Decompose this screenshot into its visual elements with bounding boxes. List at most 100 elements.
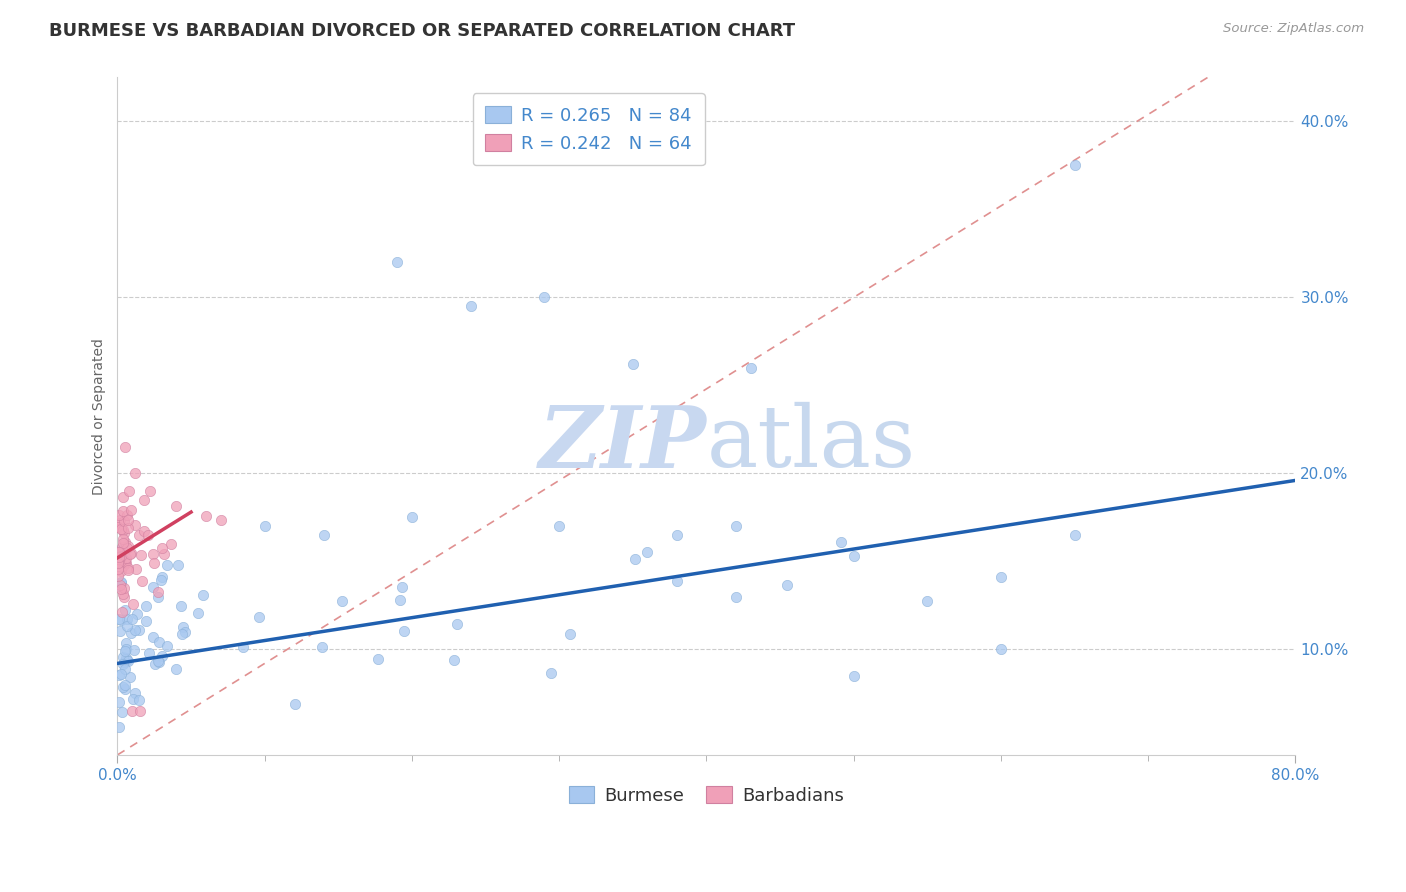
- Point: [139, 483, 162, 498]
- Point: [111, 558, 134, 573]
- Point: [112, 526, 135, 541]
- Point: [124, 467, 146, 481]
- Point: [108, 578, 131, 592]
- Point: [124, 517, 146, 532]
- Point: [312, 528, 335, 542]
- Point: [194, 509, 217, 524]
- Point: [117, 513, 139, 527]
- Point: [146, 585, 169, 599]
- Point: [148, 590, 170, 604]
- Point: [150, 541, 173, 555]
- Point: [110, 613, 132, 627]
- Point: [108, 579, 131, 593]
- Point: [150, 648, 173, 663]
- Point: [114, 555, 136, 569]
- Point: [330, 594, 353, 608]
- Point: [108, 720, 131, 734]
- Point: [558, 627, 581, 641]
- Y-axis label: Divorced or Separated: Divorced or Separated: [93, 338, 107, 494]
- Point: [108, 516, 131, 530]
- Point: [148, 654, 170, 668]
- Point: [110, 574, 132, 589]
- Point: [120, 625, 142, 640]
- Point: [115, 653, 138, 667]
- Point: [110, 666, 132, 681]
- Point: [124, 686, 146, 700]
- Point: [112, 533, 135, 547]
- Point: [117, 561, 139, 575]
- Point: [724, 590, 747, 604]
- Legend: Burmese, Barbadians: Burmese, Barbadians: [560, 777, 853, 814]
- Point: [388, 592, 411, 607]
- Text: BURMESE VS BARBADIAN DIVORCED OR SEPARATED CORRELATION CHART: BURMESE VS BARBADIAN DIVORCED OR SEPARAT…: [49, 22, 796, 40]
- Point: [110, 575, 132, 590]
- Point: [120, 503, 142, 517]
- Point: [156, 558, 179, 573]
- Point: [110, 549, 132, 563]
- Point: [107, 552, 129, 566]
- Point: [830, 534, 852, 549]
- Point: [111, 657, 134, 671]
- Point: [110, 513, 132, 527]
- Point: [117, 563, 139, 577]
- Point: [124, 623, 146, 637]
- Point: [111, 543, 134, 558]
- Point: [108, 549, 131, 564]
- Point: [135, 614, 157, 628]
- Point: [125, 607, 148, 622]
- Point: [138, 528, 160, 542]
- Point: [114, 644, 136, 658]
- Point: [121, 704, 143, 718]
- Point: [232, 640, 254, 655]
- Point: [148, 635, 170, 649]
- Point: [165, 662, 187, 676]
- Point: [108, 545, 131, 559]
- Point: [247, 609, 270, 624]
- Point: [132, 524, 155, 538]
- Point: [128, 693, 150, 707]
- Point: [142, 556, 165, 570]
- Point: [125, 561, 148, 575]
- Point: [990, 642, 1012, 657]
- Point: [150, 574, 173, 588]
- Point: [740, 360, 762, 375]
- Point: [156, 639, 179, 653]
- Point: [170, 599, 193, 613]
- Point: [111, 523, 134, 537]
- Point: [110, 582, 132, 597]
- Point: [209, 513, 232, 527]
- Point: [621, 357, 644, 371]
- Point: [114, 650, 136, 665]
- Point: [114, 603, 136, 617]
- Point: [114, 681, 136, 696]
- Point: [112, 490, 135, 504]
- Point: [108, 542, 131, 557]
- Point: [111, 605, 134, 619]
- Point: [401, 510, 423, 524]
- Point: [117, 521, 139, 535]
- Point: [191, 588, 214, 602]
- Point: [460, 299, 482, 313]
- Point: [107, 557, 129, 571]
- Point: [112, 650, 135, 665]
- Point: [160, 537, 183, 551]
- Point: [108, 668, 131, 682]
- Point: [131, 574, 153, 589]
- Point: [114, 662, 136, 676]
- Point: [724, 519, 747, 533]
- Point: [120, 670, 142, 684]
- Point: [115, 551, 138, 566]
- Point: [118, 548, 141, 562]
- Point: [111, 587, 134, 601]
- Point: [108, 612, 131, 626]
- Point: [142, 547, 165, 561]
- Point: [132, 492, 155, 507]
- Text: ZIP: ZIP: [538, 401, 706, 485]
- Point: [446, 617, 468, 632]
- Point: [112, 591, 135, 605]
- Point: [623, 551, 645, 566]
- Point: [172, 620, 194, 634]
- Point: [148, 655, 170, 669]
- Point: [1063, 158, 1085, 172]
- Point: [114, 535, 136, 549]
